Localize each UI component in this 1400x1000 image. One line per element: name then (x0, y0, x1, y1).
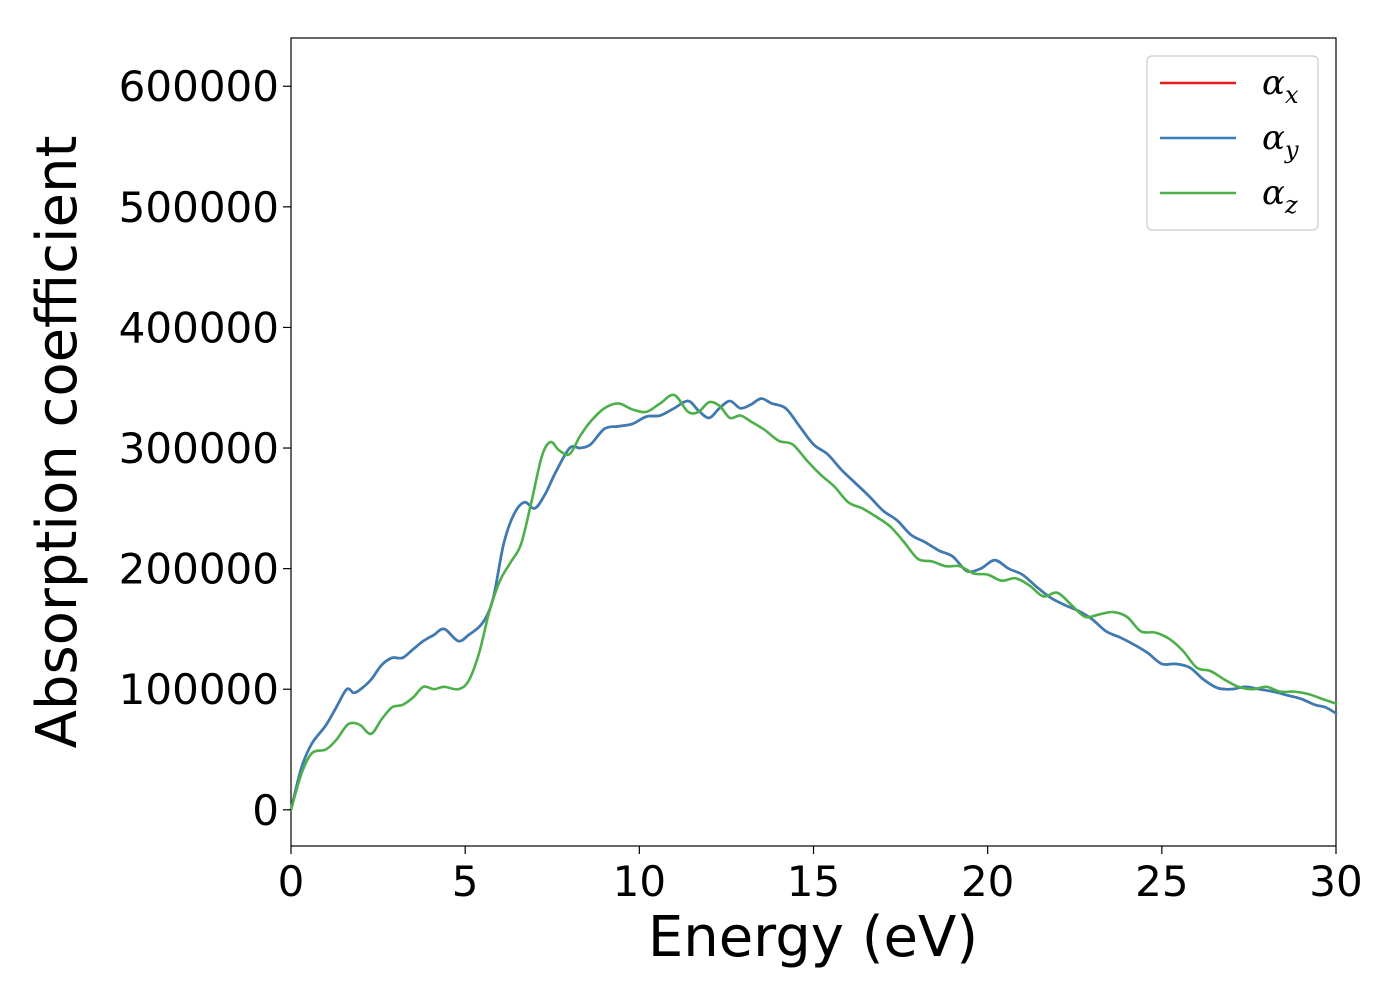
y-tick-label: 200000 (119, 545, 279, 594)
x-tick-label: 15 (787, 857, 840, 906)
x-axis-label: Energy (eV) (648, 905, 978, 970)
x-tick-label: 0 (278, 857, 305, 906)
y-axis: 0 100000 200000 300000 400000 500000 600000 (119, 62, 291, 835)
y-axis-label: Absorption coefficient (25, 136, 90, 749)
y-tick-label: 400000 (119, 303, 279, 352)
legend-label-base: α (1262, 63, 1285, 103)
x-tick-label: 30 (1309, 857, 1362, 906)
y-tick-label: 0 (252, 786, 279, 835)
legend-label-base: α (1262, 173, 1285, 213)
legend-label-y: αy (1262, 118, 1299, 164)
legend-frame (1146, 55, 1319, 231)
legend-label-z: αz (1262, 173, 1298, 219)
legend-label-subscript: z (1284, 191, 1298, 219)
legend-label-base: α (1262, 118, 1285, 158)
legend-label-subscript: x (1285, 81, 1299, 109)
y-tick-label: 300000 (119, 424, 279, 473)
series-line-z (289, 393, 1338, 812)
x-tick-label: 5 (452, 857, 479, 906)
x-tick-label: 10 (613, 857, 666, 906)
legend-label-x: αx (1262, 63, 1299, 109)
legend-label-subscript: y (1284, 136, 1299, 164)
series-line-y (289, 397, 1338, 812)
x-tick-label: 25 (1135, 857, 1188, 906)
x-tick-label: 20 (961, 857, 1014, 906)
series-layer (289, 393, 1338, 812)
x-axis: 0 5 10 15 20 25 30 (278, 846, 1363, 906)
y-tick-label: 600000 (119, 62, 279, 111)
y-tick-label: 500000 (119, 183, 279, 232)
y-tick-label: 100000 (119, 665, 279, 714)
